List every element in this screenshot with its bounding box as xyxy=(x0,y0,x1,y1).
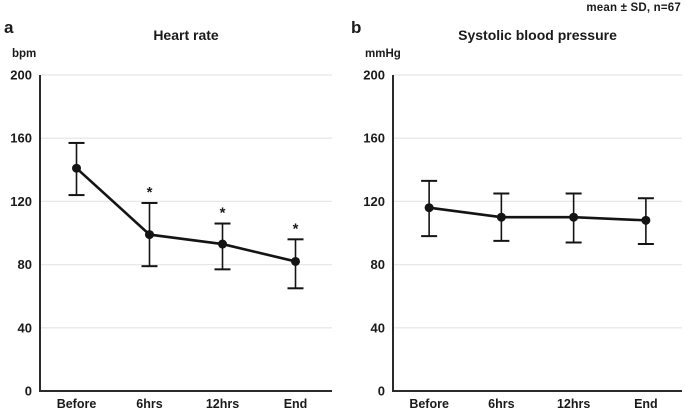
y-tick-label: 80 xyxy=(18,257,32,272)
y-tick-label: 200 xyxy=(363,68,385,83)
series-line xyxy=(75,167,296,263)
chart-title: Heart rate xyxy=(153,27,219,43)
significance-star: * xyxy=(147,184,153,201)
y-tick-label: 200 xyxy=(10,68,32,83)
x-category-label: End xyxy=(634,397,658,411)
x-category-label: 6hrs xyxy=(488,397,514,411)
y-tick-label: 40 xyxy=(18,320,32,335)
data-point xyxy=(72,163,81,173)
y-tick-label: 80 xyxy=(371,257,385,272)
y-tick-label: 40 xyxy=(371,320,385,335)
data-point xyxy=(496,212,506,222)
annotation-mean-sd: mean ± SD, n=67 xyxy=(586,2,681,14)
y-tick-label: 120 xyxy=(363,194,385,209)
data-point xyxy=(424,203,434,213)
x-category-label: 12hrs xyxy=(557,397,590,411)
panel-label: b xyxy=(351,18,361,37)
x-category-label: End xyxy=(284,397,308,411)
data-point xyxy=(145,230,154,240)
chart-title: Systolic blood pressure xyxy=(458,27,617,43)
axis-unit-label: bpm xyxy=(12,48,36,60)
data-point xyxy=(218,239,227,249)
y-tick-label: 160 xyxy=(10,131,32,146)
y-tick-label: 160 xyxy=(363,131,385,146)
y-tick-label: 120 xyxy=(10,194,32,209)
y-tick-label: 0 xyxy=(378,384,385,399)
significance-star: * xyxy=(220,205,226,222)
panel-label: a xyxy=(4,18,14,37)
x-category-label: 6hrs xyxy=(136,397,162,411)
data-point xyxy=(641,215,651,225)
series-line xyxy=(428,206,646,222)
x-category-label: Before xyxy=(57,397,97,411)
data-point xyxy=(569,212,579,222)
axis-unit-label: mmHg xyxy=(365,48,401,60)
significance-star: * xyxy=(293,220,299,237)
x-category-label: Before xyxy=(409,397,449,411)
panel-a-heart-rate-chart: 0 40 80 120 160 200 Before 6hrs 12hrs End * * * a bpm H… xyxy=(4,18,332,411)
data-point xyxy=(291,256,300,266)
x-category-label: 12hrs xyxy=(206,397,239,411)
y-tick-label: 0 xyxy=(25,384,32,399)
